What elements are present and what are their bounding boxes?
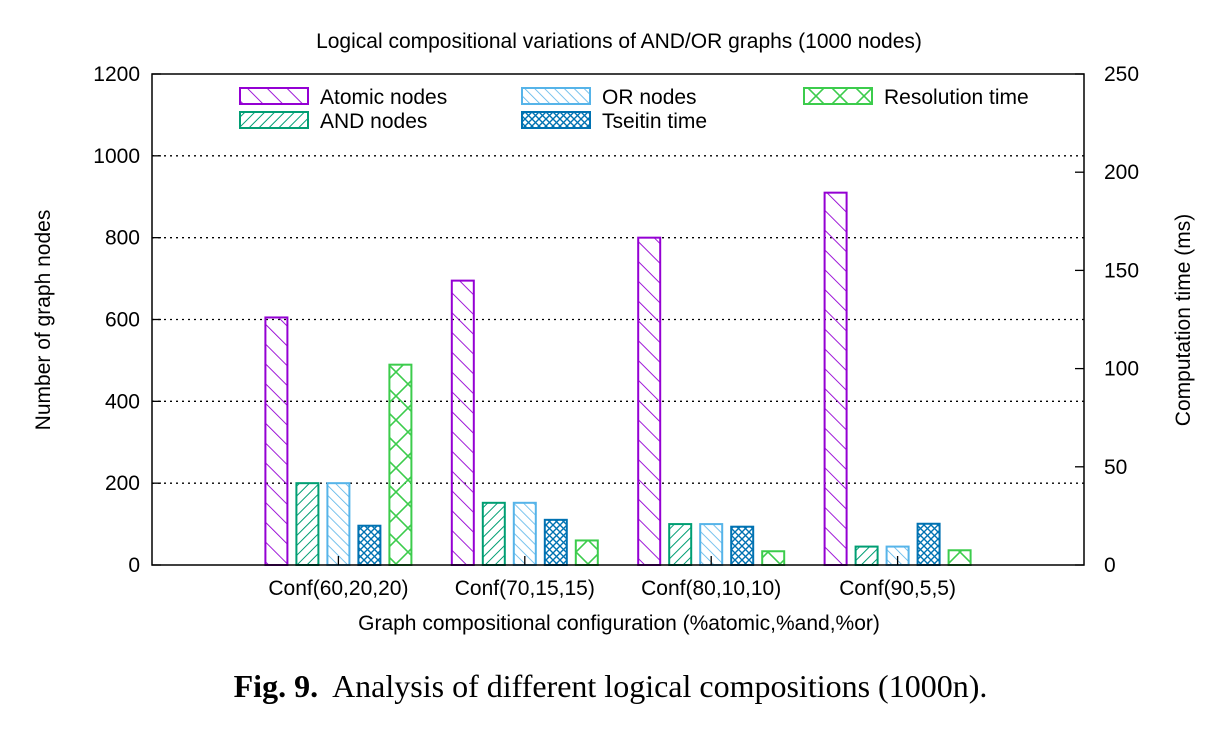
- legend-swatch: [239, 111, 309, 129]
- chart-title: Logical compositional variations of AND/…: [316, 30, 922, 53]
- bar-resolution-time: [574, 539, 599, 567]
- y2-axis-label: Computation time (ms): [1172, 214, 1195, 426]
- bar-tseitin-time: [543, 518, 568, 567]
- x-tick-label: Conf(60,20,20): [268, 577, 408, 600]
- bar-atomic-nodes: [450, 279, 475, 566]
- x-axis-ticks: Conf(60,20,20) Conf(70,15,15) Conf(80,10,1…: [268, 556, 956, 600]
- y-tick-label: 800: [105, 227, 140, 250]
- bar-and-nodes: [295, 482, 320, 566]
- bar-resolution-time: [388, 363, 413, 566]
- y-tick-label: 400: [105, 390, 140, 413]
- y2-tick-label: 100: [1104, 358, 1139, 381]
- legend-label: Tseitin time: [602, 110, 707, 133]
- y-axis-ticks: 0 200 400 600 800 1000 1200: [93, 63, 161, 577]
- legend-swatch: [521, 111, 591, 129]
- bar-and-nodes: [668, 523, 693, 566]
- x-axis-label: Graph compositional configuration (%atom…: [358, 612, 880, 635]
- bar-tseitin-time: [916, 522, 941, 566]
- legend-swatch: [803, 87, 873, 105]
- x-tick-label: Conf(70,15,15): [455, 577, 595, 600]
- y2-tick-label: 250: [1104, 63, 1139, 86]
- y-tick-label: 600: [105, 309, 140, 332]
- legend-swatch: [239, 87, 309, 105]
- y-axis-label: Number of graph nodes: [32, 210, 55, 431]
- bar-resolution-time: [947, 549, 972, 567]
- bar-or-nodes: [326, 482, 351, 566]
- bar-tseitin-time: [357, 524, 382, 566]
- legend-label: Atomic nodes: [320, 86, 447, 109]
- y2-axis-ticks: 0 50 100 150 200 250: [1075, 63, 1139, 577]
- caption-label: Fig. 9.: [233, 668, 319, 704]
- legend-label: Resolution time: [884, 86, 1029, 109]
- y2-tick-label: 0: [1104, 554, 1116, 577]
- caption-text: Analysis of different logical compositio…: [332, 668, 988, 704]
- y-tick-label: 200: [105, 472, 140, 495]
- bar-resolution-time: [761, 550, 786, 567]
- x-tick-label: Conf(90,5,5): [839, 577, 956, 600]
- grid-lines: [152, 155, 1084, 484]
- bar-atomic-nodes: [264, 316, 289, 566]
- bar-and-nodes: [854, 545, 879, 567]
- y2-tick-label: 200: [1104, 161, 1139, 184]
- legend-label: OR nodes: [602, 86, 697, 109]
- bars: [264, 191, 972, 567]
- bar-atomic-nodes: [823, 191, 848, 567]
- bar-and-nodes: [481, 501, 506, 567]
- figure-caption: Fig. 9. Analysis of different logical com…: [0, 668, 1221, 705]
- chart: Logical compositional variations of AND/…: [32, 30, 1195, 635]
- y-tick-label: 1200: [93, 63, 140, 86]
- y2-tick-label: 50: [1104, 456, 1127, 479]
- x-tick-label: Conf(80,10,10): [641, 577, 781, 600]
- legend-swatch: [521, 87, 591, 105]
- y2-tick-label: 150: [1104, 259, 1139, 282]
- legend-label: AND nodes: [320, 110, 427, 133]
- y-tick-label: 1000: [93, 145, 140, 168]
- bar-or-nodes: [512, 501, 537, 567]
- y-tick-label: 0: [128, 554, 140, 577]
- bar-atomic-nodes: [637, 236, 662, 567]
- bar-tseitin-time: [730, 525, 755, 567]
